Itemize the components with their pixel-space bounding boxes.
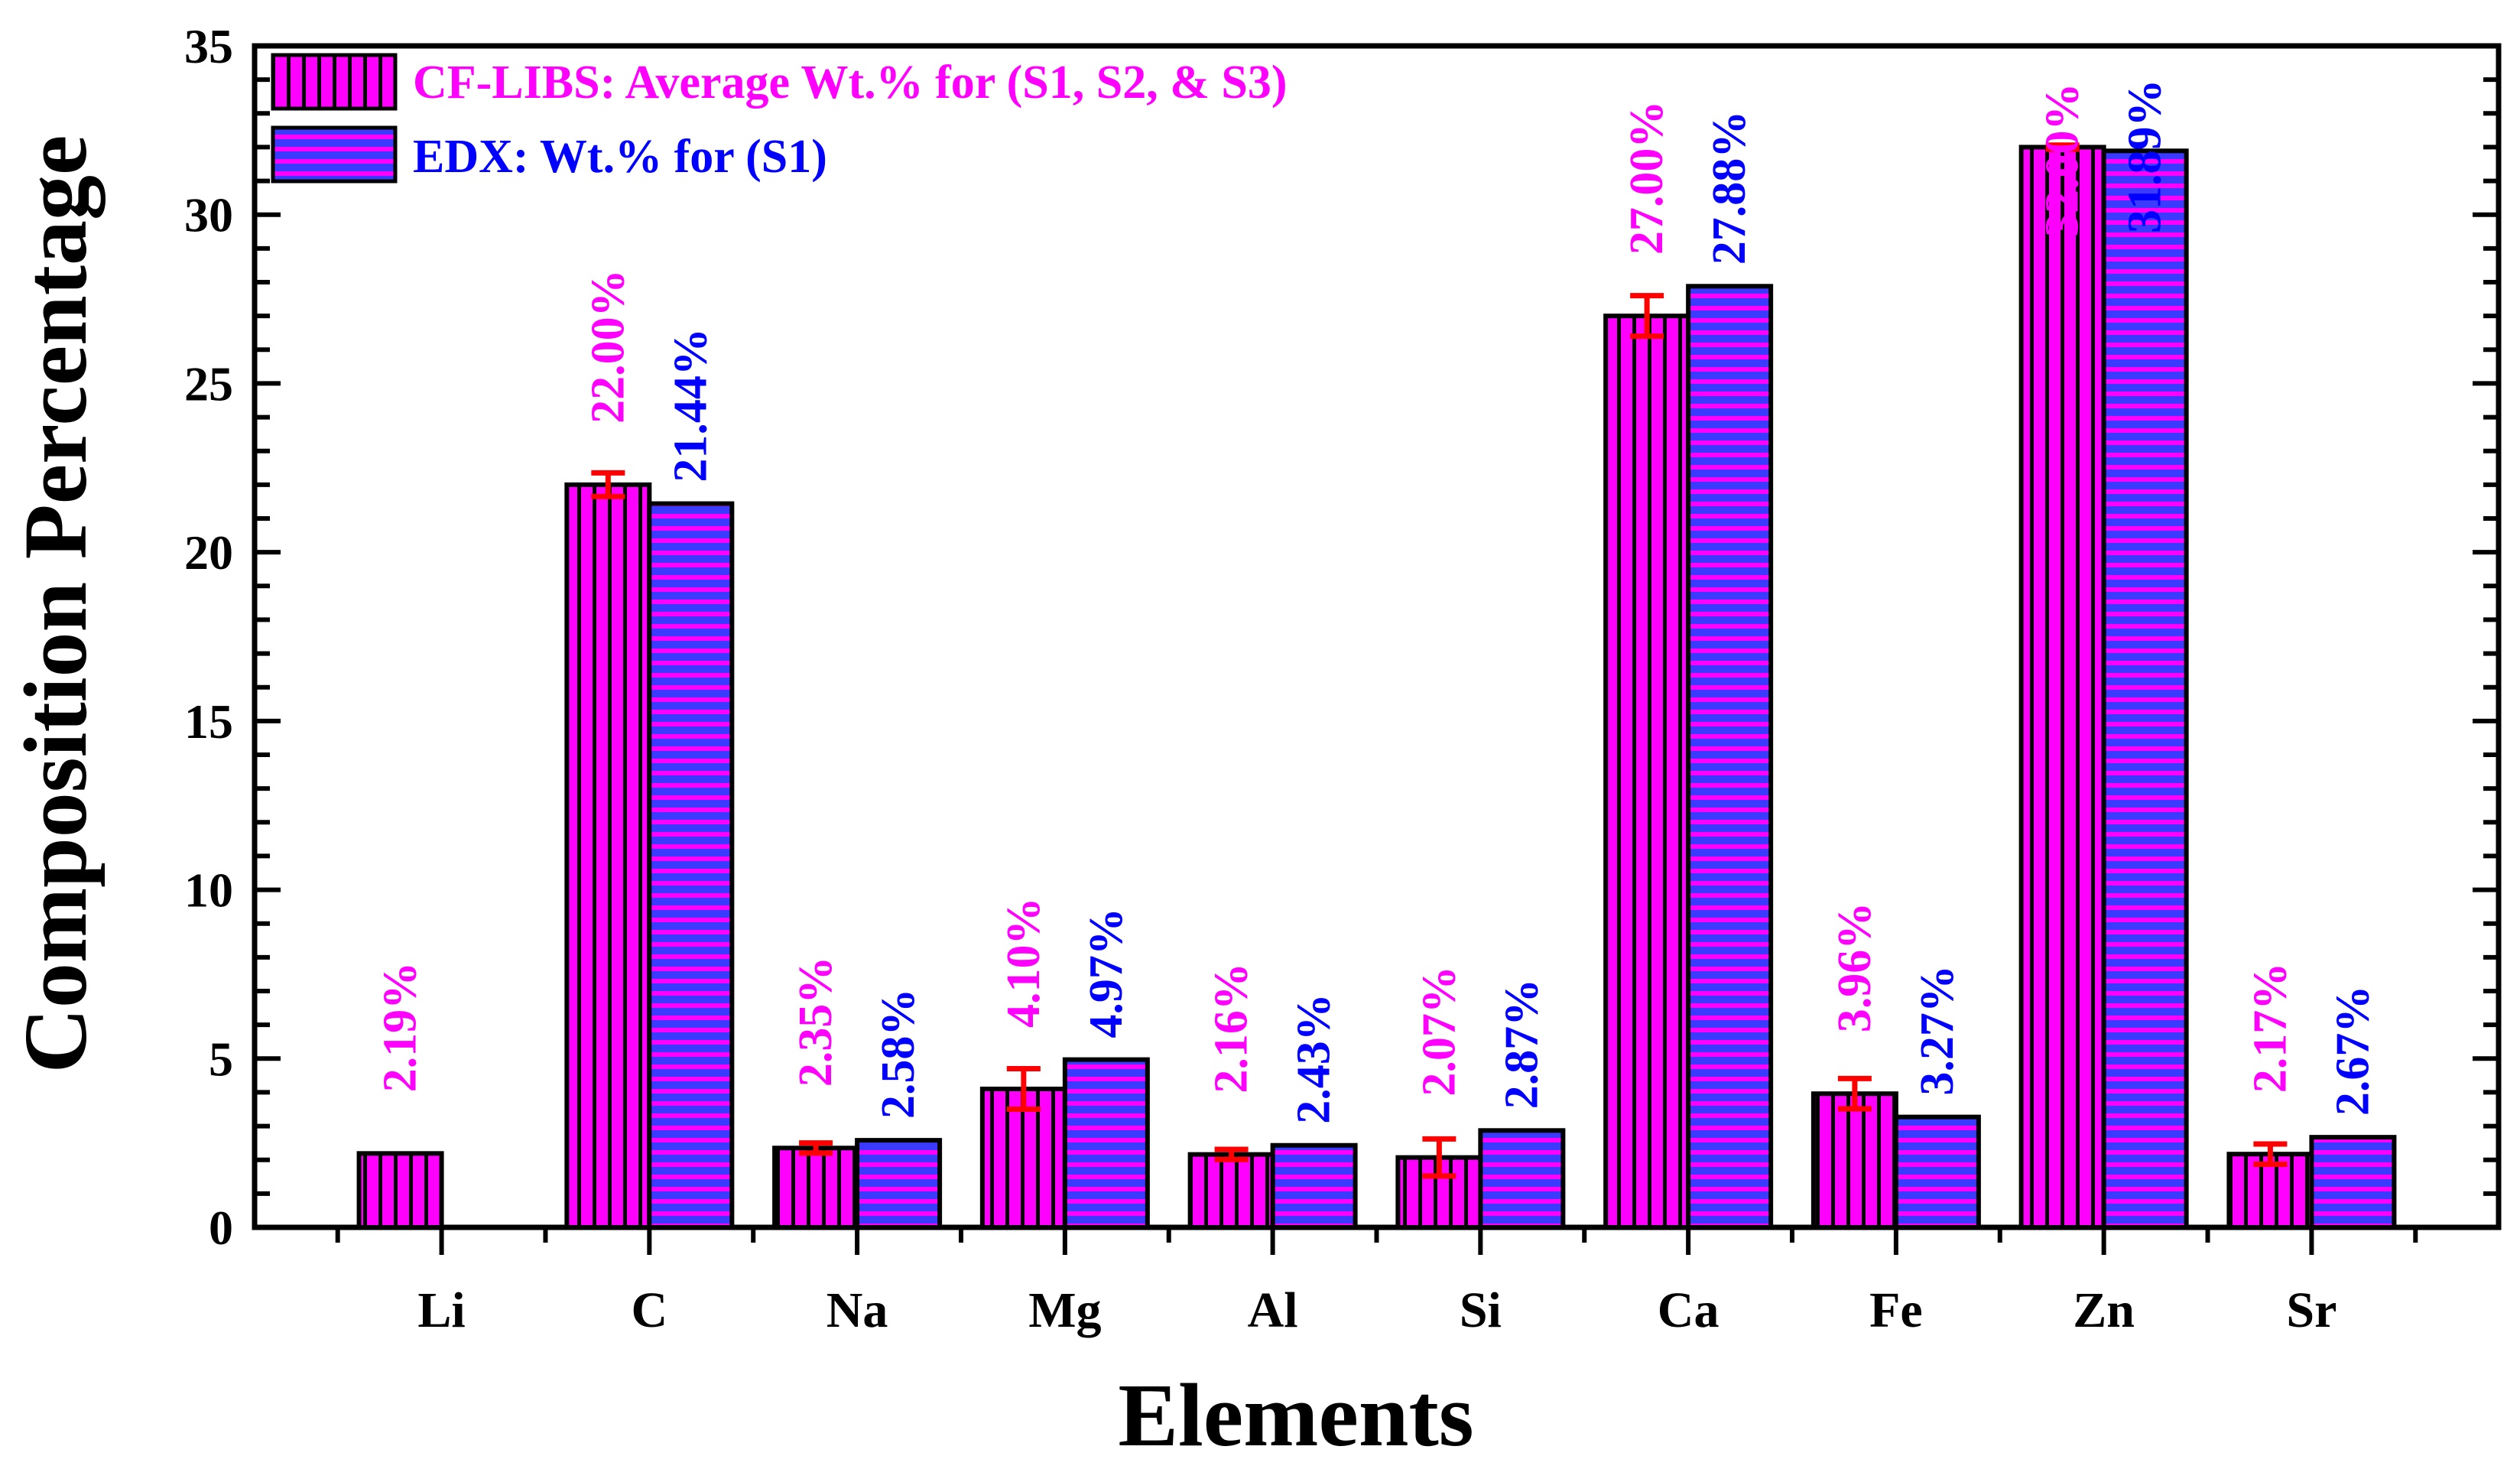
bar-cf-libs-li: [356, 1151, 444, 1230]
legend-swatch-edx: [271, 125, 398, 184]
bar-edx-fe: [1893, 1114, 1981, 1230]
data-label-edx-zn: 31.89%: [2119, 80, 2171, 234]
bar-edx-c: [647, 501, 735, 1230]
error-bar-na: [799, 1140, 833, 1156]
x-tick-label: Sr: [2286, 1282, 2337, 1338]
legend: CF-LIBS: Average Wt.% for (S1, S2, & S3)…: [271, 53, 1288, 184]
y-tick-label: 5: [209, 1032, 233, 1086]
x-tick-label: Si: [1460, 1282, 1502, 1338]
data-label-cf-libs-c: 22.00%: [582, 269, 634, 424]
error-bar-al: [1214, 1146, 1249, 1162]
bar-cf-libs-mg: [979, 1087, 1067, 1230]
y-tick-label: 10: [184, 863, 233, 918]
axes: 0 5 10 15 20 25 30 35 Li C Na Mg Al Si Ca Fe Zn Sr: [184, 19, 2502, 1338]
bar-edx-sr: [2309, 1135, 2397, 1230]
x-tick-label: Mg: [1028, 1282, 1101, 1338]
bar-cf-libs-na: [772, 1146, 860, 1230]
bar-edx-si: [1478, 1128, 1566, 1230]
y-tick-label: 35: [184, 19, 233, 73]
bar-cf-libs-al: [1187, 1152, 1275, 1230]
data-label-edx-si: 2.87%: [1495, 979, 1547, 1110]
data-label-cf-libs-fe: 3.96%: [1829, 902, 1881, 1033]
x-tick-label: Na: [826, 1282, 888, 1338]
error-bar-si: [1422, 1136, 1456, 1179]
x-tick-label: Zn: [2073, 1282, 2135, 1338]
y-tick-label: 20: [184, 525, 233, 580]
y-tick-label: 0: [209, 1201, 233, 1255]
error-bar-zn: [2045, 142, 2080, 152]
x-tick-label: C: [632, 1282, 668, 1338]
x-axis-label: Elements: [1118, 1365, 1473, 1465]
data-label-edx-fe: 3.27%: [1911, 965, 1963, 1096]
data-label-edx-ca: 27.88%: [1703, 111, 1755, 265]
data-label-cf-libs-li: 2.19%: [375, 962, 427, 1093]
legend-label-cf-libs: CF-LIBS: Average Wt.% for (S1, S2, & S3): [413, 57, 1288, 109]
bars: [356, 145, 2397, 1230]
x-tick-label: Al: [1248, 1282, 1298, 1338]
bar-edx-ca: [1686, 284, 1774, 1230]
legend-label-edx: EDX: Wt.% for (S1): [413, 131, 827, 183]
data-labels: 2.19% 22.00% 21.44% 2.35% 2.58% 4.10% 4.97% 2.1…: [375, 80, 2379, 1124]
error-bar-mg: [1006, 1066, 1041, 1112]
bar-edx-mg: [1062, 1057, 1150, 1230]
bar-cf-libs-c: [564, 482, 652, 1230]
bar-edx-zn: [2101, 148, 2189, 1230]
data-label-edx-na: 2.58%: [872, 989, 924, 1120]
y-tick-label: 15: [184, 694, 233, 749]
y-axis-label: Composition Percentage: [5, 135, 106, 1074]
error-bar-c: [591, 470, 625, 499]
y-tick-label: 30: [184, 188, 233, 242]
error-bar-ca: [1630, 293, 1664, 340]
data-label-edx-c: 21.44%: [664, 328, 716, 482]
bar-cf-libs-zn: [2018, 145, 2106, 1230]
x-tick-label: Li: [417, 1282, 465, 1338]
x-tick-label: Ca: [1658, 1282, 1720, 1338]
data-label-cf-libs-zn: 32.00%: [2037, 83, 2089, 238]
data-label-cf-libs-sr: 2.17%: [2244, 963, 2296, 1094]
bar-edx-al: [1270, 1142, 1358, 1230]
data-label-edx-al: 2.43%: [1288, 993, 1340, 1124]
data-label-cf-libs-al: 2.16%: [1206, 963, 1258, 1094]
bar-cf-libs-fe: [1810, 1091, 1898, 1230]
error-bar-fe: [1837, 1075, 1872, 1112]
error-bars: [591, 142, 2288, 1179]
bar-cf-libs-ca: [1603, 314, 1691, 1230]
data-label-cf-libs-mg: 4.10%: [998, 898, 1050, 1029]
data-label-cf-libs-ca: 27.00%: [1621, 101, 1673, 255]
bar-edx-na: [855, 1138, 943, 1230]
data-label-cf-libs-si: 2.07%: [1413, 966, 1465, 1097]
data-label-edx-mg: 4.97%: [1080, 908, 1132, 1038]
error-bar-sr: [2253, 1141, 2288, 1167]
y-tick-label: 25: [184, 356, 233, 411]
legend-swatch-cf-libs: [271, 53, 398, 111]
data-label-cf-libs-na: 2.35%: [790, 957, 842, 1087]
data-label-edx-sr: 2.67%: [2327, 986, 2379, 1116]
x-tick-label: Fe: [1869, 1282, 1923, 1338]
